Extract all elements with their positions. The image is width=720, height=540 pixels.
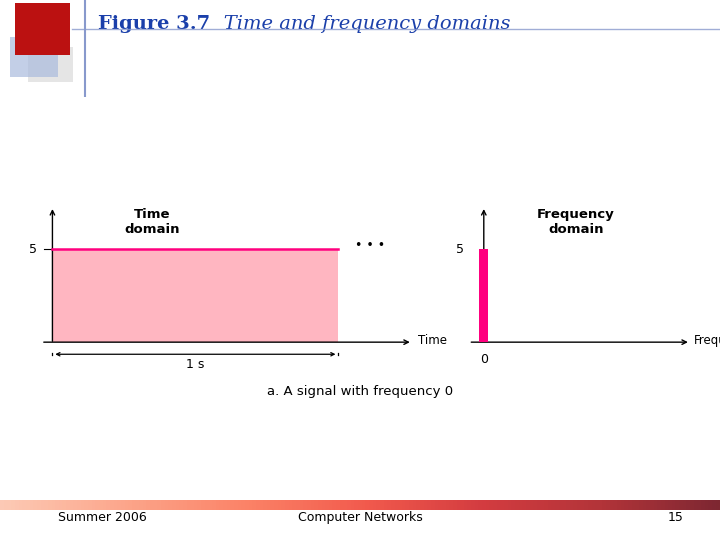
Bar [480,249,488,342]
Text: Frequency: Frequency [694,334,720,347]
Text: Summer 2006: Summer 2006 [58,511,146,524]
Bar [10,37,58,77]
Text: 1 s: 1 s [186,358,204,371]
Text: Time: Time [418,334,447,347]
Text: Time and frequency domains: Time and frequency domains [205,15,510,33]
Text: 5: 5 [29,242,37,255]
Text: Time
domain: Time domain [125,208,180,236]
Text: 5: 5 [456,242,464,255]
Bar [53,249,338,342]
Text: 15: 15 [668,511,684,524]
Bar [15,3,70,55]
Bar [28,47,73,82]
Text: Computer Networks: Computer Networks [297,511,423,524]
Text: • • •: • • • [356,239,386,252]
Text: Figure 3.7: Figure 3.7 [98,15,210,33]
Text: a. A signal with frequency 0: a. A signal with frequency 0 [267,385,453,398]
Text: Frequency
domain: Frequency domain [537,208,615,236]
Text: 0: 0 [480,353,487,366]
